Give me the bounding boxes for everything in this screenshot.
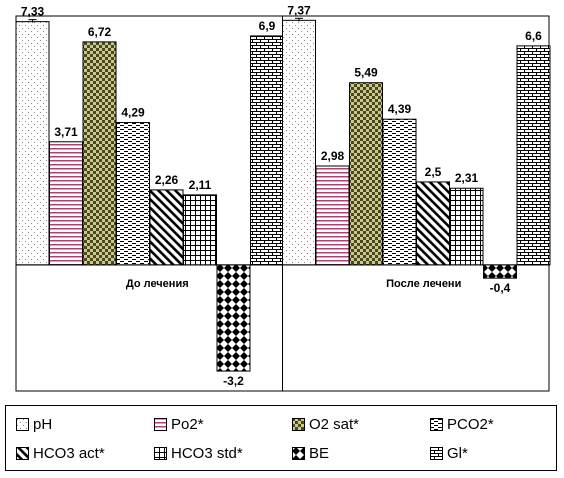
legend-swatch-po2 (154, 417, 167, 431)
legend-swatch-ph (16, 417, 29, 431)
bar-hco3-std-group-2 (449, 187, 484, 266)
value-label-be-group-2: -0,4 (490, 281, 511, 295)
bar-be-group-1 (216, 264, 251, 372)
legend-swatch-hco3-act (16, 446, 29, 460)
bar-ph-group-1 (15, 21, 50, 266)
value-label-hco3-act-group-1: 2,26 (155, 173, 179, 187)
value-label-ph-group-2: 7,37 (287, 3, 311, 17)
bar-o2-sat-group-2 (349, 82, 383, 266)
legend-swatch-hco3-std (154, 446, 167, 460)
value-label-po2-group-1: 3,71 (54, 125, 78, 139)
category-label-1: До лечения (126, 278, 189, 290)
legend-item-po2: Po2* (154, 415, 204, 433)
value-label-ph-group-1: 7,33 (21, 5, 45, 19)
legend-item-o2-sat: O2 sat* (292, 415, 359, 433)
value-label-hco3-act-group-2: 2,5 (425, 165, 442, 179)
legend-item-hco3-std: HCO3 std* (154, 444, 243, 462)
value-label-pco2-group-2: 4,39 (388, 102, 412, 116)
legend-label-be: BE (309, 444, 330, 462)
legend-swatch-gl (430, 446, 443, 460)
bar-gl-group-2 (516, 45, 551, 266)
bar-o2-sat-group-1 (82, 41, 117, 266)
chart: 7,33 3,71 6,72 4,29 2,26 2,11 -3,2 6,9 До лечени… (15, 3, 551, 392)
legend-item-be: BE (292, 444, 329, 462)
category-label-2: После лечени (386, 278, 461, 290)
bar-ph-group-2 (282, 19, 316, 266)
legend-label-po2: Po2* (171, 415, 204, 433)
bar-po2-group-1 (49, 141, 83, 266)
legend-item-pco2: PCO2* (430, 415, 494, 433)
bar-pco2-group-2 (382, 118, 417, 266)
value-label-gl-group-1: 6,9 (259, 19, 276, 33)
legend-label-ph: pH (33, 415, 53, 433)
legend-swatch-o2-sat (292, 417, 305, 431)
legend-item-gl: Gl* (430, 444, 468, 462)
legend-label-gl: Gl* (447, 444, 468, 462)
legend-label-o2-sat: O2 sat* (309, 415, 360, 433)
value-label-hco3-std-group-2: 2,31 (455, 171, 479, 185)
value-label-o2-sat-group-2: 5,49 (354, 66, 378, 80)
legend-label-pco2: PCO2* (447, 415, 494, 433)
legend-label-hco3-act: HCO3 act* (33, 444, 105, 462)
value-label-po2-group-2: 2,98 (321, 149, 345, 163)
value-label-hco3-std-group-1: 2,11 (189, 178, 212, 192)
legend-item-ph: pH (16, 415, 52, 433)
value-label-be-group-1: -3,2 (223, 374, 244, 388)
legend-label-hco3-std: HCO3 std* (171, 444, 243, 462)
bar-hco3-act-group-2 (416, 181, 450, 266)
legend-swatch-pco2 (430, 417, 443, 431)
bar-hco3-std-group-1 (183, 194, 217, 266)
legend: pH Po2* O2 sat* PCO2* HCO3 act* HCO3 std* BE Gl… (5, 405, 557, 471)
bar-hco3-act-group-1 (149, 189, 184, 266)
value-label-o2-sat-group-1: 6,72 (88, 25, 112, 39)
bar-pco2-group-1 (116, 122, 150, 266)
legend-item-hco3-act: HCO3 act* (16, 444, 105, 462)
bar-be-group-2 (483, 264, 517, 279)
legend-swatch-be (292, 446, 305, 460)
bar-po2-group-2 (315, 165, 350, 266)
value-label-gl-group-2: 6,6 (525, 29, 542, 43)
value-label-pco2-group-1: 4,29 (121, 106, 145, 120)
bar-gl-group-1 (250, 35, 284, 266)
